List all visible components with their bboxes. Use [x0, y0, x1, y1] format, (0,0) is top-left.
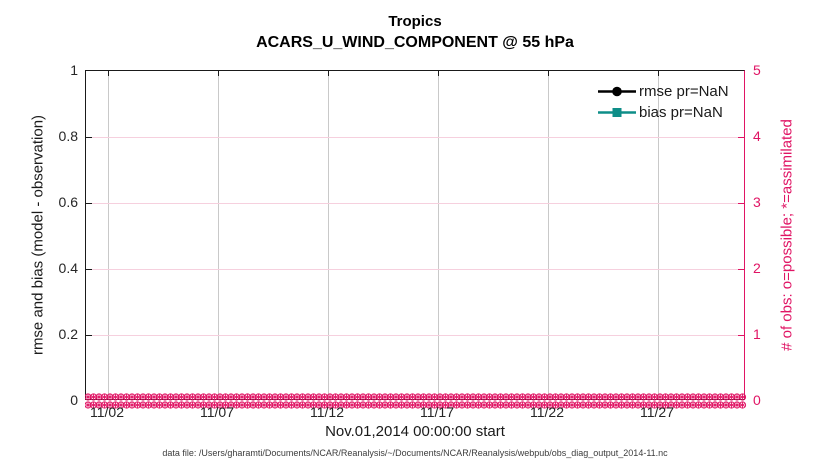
y-gridline — [86, 202, 743, 204]
plot-title: Tropics — [388, 13, 442, 30]
left-y-tick-label: 0 — [70, 392, 78, 408]
legend: rmse pr=NaN bias pr=NaN — [598, 81, 729, 123]
x-tick-mark — [327, 71, 329, 76]
right-y-tick-label: 2 — [753, 260, 761, 276]
right-y-tick-label: 3 — [753, 194, 761, 210]
right-y-axis-label: # of obs: o=possible; *=assimilated — [778, 119, 796, 351]
left-y-tick-label: 0.4 — [58, 260, 78, 276]
left-y-tick-label: 1 — [70, 62, 78, 78]
x-tick-label: 11/02 — [90, 404, 124, 420]
left-y-tick-mark — [86, 202, 92, 204]
left-y-tick-label: 0.2 — [58, 326, 78, 342]
left-y-tick-label: 0.6 — [58, 194, 78, 210]
filled-square-legend-marker-icon — [598, 108, 636, 117]
y-gridline — [86, 268, 743, 270]
legend-item: bias pr=NaN — [598, 102, 729, 123]
left-y-tick-mark — [86, 334, 92, 336]
right-y-tick-mark — [738, 334, 744, 336]
x-tick-label: 11/07 — [200, 404, 234, 420]
x-gridline — [107, 71, 109, 399]
y-gridline — [86, 334, 743, 336]
plot-area — [85, 70, 747, 409]
x-gridline — [327, 71, 329, 399]
right-y-tick-mark — [738, 268, 744, 270]
right-y-tick-label: 5 — [753, 62, 761, 78]
legend-item-label: rmse pr=NaN — [639, 83, 729, 100]
data-file-caption: data file: /Users/gharamti/Documents/NCA… — [162, 448, 668, 458]
x-tick-mark — [437, 71, 439, 76]
legend-item: rmse pr=NaN — [598, 81, 729, 102]
x-gridline — [547, 71, 549, 399]
x-gridline — [437, 71, 439, 399]
right-y-tick-mark — [738, 136, 744, 138]
plot-subtitle: ACARS_U_WIND_COMPONENT @ 55 hPa — [256, 34, 574, 52]
left-y-tick-mark — [86, 136, 92, 138]
x-tick-label: 11/27 — [640, 404, 674, 420]
legend-item-label: bias pr=NaN — [639, 104, 723, 121]
x-tick-label: 11/22 — [530, 404, 564, 420]
x-tick-label: 11/12 — [310, 404, 344, 420]
right-y-tick-label: 4 — [753, 128, 761, 144]
left-y-axis-label: rmse and bias (model - observation) — [29, 114, 47, 356]
x-tick-label: 11/17 — [420, 404, 454, 420]
obs-count-marker-band — [85, 393, 747, 409]
x-tick-mark — [657, 71, 659, 76]
left-y-tick-label: 0.8 — [58, 128, 78, 144]
title-block: Tropics ACARS_U_WIND_COMPONENT @ 55 hPa — [85, 12, 745, 54]
left-y-tick-mark — [86, 268, 92, 270]
x-gridline — [657, 71, 659, 399]
filled-circle-legend-marker-icon — [598, 86, 636, 97]
x-tick-mark — [547, 71, 549, 76]
x-tick-mark — [217, 71, 219, 76]
right-y-tick-label: 1 — [753, 326, 761, 342]
x-gridline — [217, 71, 219, 399]
x-tick-mark — [107, 71, 109, 76]
right-y-tick-label: 0 — [753, 392, 761, 408]
y-gridline — [86, 136, 743, 138]
x-axis-label: Nov.01,2014 00:00:00 start — [325, 423, 505, 440]
right-y-tick-mark — [738, 202, 744, 204]
